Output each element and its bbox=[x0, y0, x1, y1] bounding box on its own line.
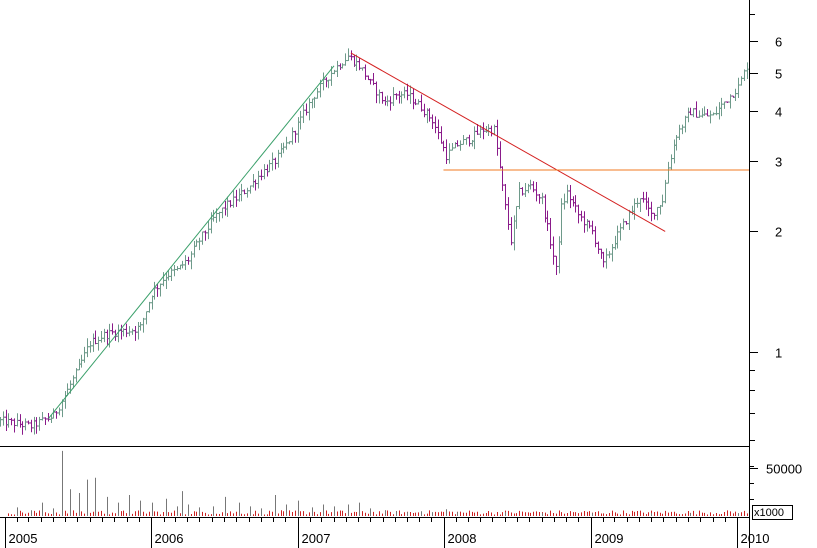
year-tick-label: 2006 bbox=[155, 531, 184, 546]
time-axis-ticks: 2005 2006 2007 2008 2009 2010 bbox=[5, 518, 770, 548]
volume-unit-label: x1000 bbox=[754, 507, 784, 519]
volume-bars bbox=[8, 450, 748, 516]
volume-unit-box: x1000 bbox=[752, 505, 793, 520]
price-tick-label: 1 bbox=[775, 346, 782, 361]
price-tick-label: 6 bbox=[775, 35, 782, 50]
price-tick-label: 3 bbox=[775, 155, 782, 170]
volume-tick-label: 50000 bbox=[766, 462, 802, 477]
year-tick-label: 2005 bbox=[9, 531, 38, 546]
year-tick-label: 2009 bbox=[595, 531, 624, 546]
year-tick-label: 2008 bbox=[448, 531, 477, 546]
year-tick-label: 2007 bbox=[302, 531, 331, 546]
axes bbox=[0, 0, 750, 548]
uptrend-line bbox=[48, 65, 335, 419]
price-axis-ticks: 1 2 3 4 5 6 bbox=[750, 14, 782, 441]
year-tick-label: 2010 bbox=[741, 531, 770, 546]
downtrend-line bbox=[350, 52, 666, 232]
price-bars bbox=[0, 48, 750, 435]
price-tick-label: 5 bbox=[775, 67, 782, 82]
volume-axis-ticks: 50000 bbox=[750, 462, 802, 500]
trend-lines bbox=[48, 52, 749, 419]
price-tick-label: 2 bbox=[775, 225, 782, 240]
price-tick-label: 4 bbox=[775, 105, 782, 120]
